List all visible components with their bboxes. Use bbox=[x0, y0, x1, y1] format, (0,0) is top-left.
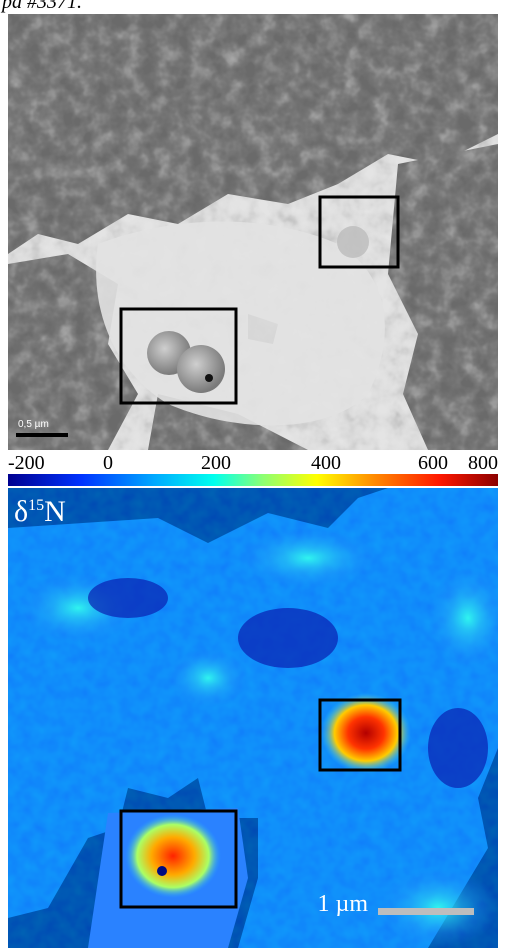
colorbar-gradient bbox=[8, 474, 498, 486]
isotope-label: δ15N bbox=[14, 495, 66, 528]
colorbar-tick-label: 200 bbox=[201, 452, 231, 474]
colorbar-labels: -200 0 200 400 600 800 bbox=[8, 452, 498, 474]
region-box-lower bbox=[119, 307, 238, 405]
region-box-upper bbox=[318, 195, 400, 269]
colorbar-tick-label: 800 bbox=[468, 452, 498, 474]
figure-caption: pa #3371. bbox=[2, 0, 82, 13]
nanosims-isotope-map bbox=[8, 488, 498, 948]
tem-image bbox=[8, 14, 498, 450]
map-scale-label: 1 µm bbox=[317, 891, 369, 917]
colorbar-tick-label: 0 bbox=[103, 452, 113, 474]
region-box-lower bbox=[119, 809, 238, 909]
colorbar-tick-label: 400 bbox=[311, 452, 341, 474]
colorbar-tick-label: 600 bbox=[418, 452, 448, 474]
tem-inclusion bbox=[205, 374, 213, 382]
map-scale-bar bbox=[378, 908, 474, 915]
tem-scale-bar bbox=[16, 433, 68, 437]
tem-sphere bbox=[177, 345, 225, 393]
isotope-hotspot-upper bbox=[321, 693, 411, 773]
isotope-hotspot-lower bbox=[125, 814, 221, 898]
tem-sphere bbox=[337, 226, 369, 258]
tem-scale-label: 0,5 µm bbox=[18, 419, 49, 430]
colorbar-tick-label: -200 bbox=[8, 452, 45, 474]
tem-micrograph bbox=[8, 14, 498, 450]
isotope-map-image bbox=[8, 488, 498, 948]
region-box-upper bbox=[318, 698, 402, 772]
